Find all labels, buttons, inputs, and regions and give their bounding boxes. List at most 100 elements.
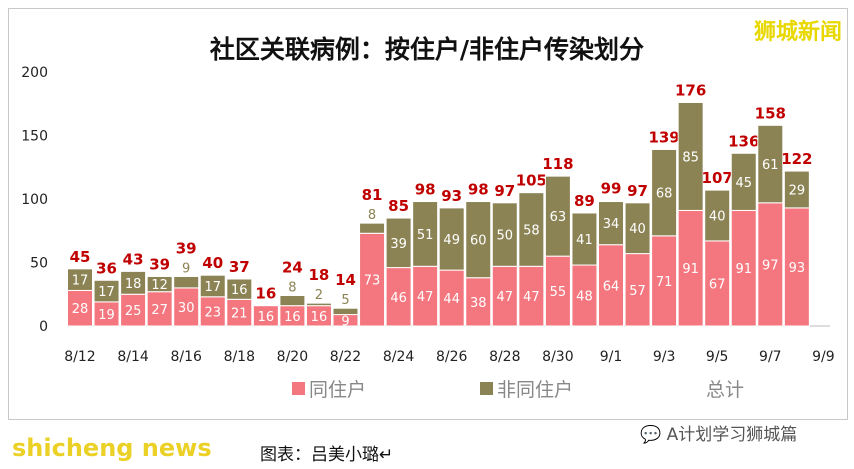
segment-label: 73 [364, 274, 381, 289]
x-tick-label: 9/9 [812, 349, 835, 365]
x-tick-label: 8/22 [330, 349, 361, 365]
total-label: 40 [202, 254, 223, 272]
segment-label: 48 [576, 290, 593, 305]
segment-label: 18 [125, 277, 142, 292]
segment-label: 16 [258, 310, 275, 325]
bar-segment-nonhousehold [624, 202, 651, 255]
segment-label: 47 [417, 290, 434, 305]
x-tick-label: 9/3 [653, 349, 676, 365]
x-tick-label: 8/24 [383, 349, 415, 365]
segment-label: 61 [762, 158, 779, 173]
total-label: 122 [781, 150, 812, 168]
chart-frame [8, 8, 848, 420]
segment-label: 9 [182, 261, 190, 276]
bar-segment-household [252, 305, 279, 327]
total-label: 37 [229, 258, 250, 276]
total-label: 97 [627, 182, 648, 200]
segment-label: 58 [523, 223, 540, 238]
bar-segment-nonhousehold [279, 295, 306, 307]
bar-segment-household [199, 296, 226, 327]
bar-segment-nonhousehold [385, 217, 412, 269]
segment-label: 27 [151, 303, 168, 318]
x-tick-label: 8/30 [542, 349, 573, 365]
y-tick-label: 50 [30, 256, 48, 272]
total-label: 45 [70, 248, 91, 266]
x-tick-label: 8/16 [170, 349, 202, 365]
x-tick-label: 8/20 [277, 349, 308, 365]
total-label: 81 [362, 186, 383, 204]
bar-segment-household [624, 253, 651, 327]
total-label: 16 [255, 285, 276, 303]
segment-label: 91 [682, 262, 699, 277]
segment-label: 45 [735, 176, 752, 191]
legend-label: 非同住户 [497, 379, 574, 401]
total-label: 89 [574, 192, 595, 210]
bar-segment-nonhousehold [173, 275, 200, 289]
segment-label: 57 [629, 284, 646, 299]
total-label: 136 [728, 132, 759, 150]
bar-segment-household [518, 265, 545, 327]
segment-label: 49 [443, 233, 460, 248]
bar-segment-nonhousehold [359, 222, 386, 234]
segment-label: 67 [709, 277, 726, 292]
total-label: 98 [468, 181, 489, 199]
bar-segment-nonhousehold [783, 170, 810, 209]
segment-label: 50 [497, 229, 514, 244]
segment-label: 60 [470, 234, 487, 249]
segment-label: 16 [231, 283, 248, 298]
segment-label: 40 [709, 210, 726, 225]
x-tick-label: 8/18 [224, 349, 255, 365]
bar-segment-nonhousehold [757, 124, 784, 204]
bar-segment-nonhousehold [93, 279, 120, 303]
bar-segment-nonhousehold [146, 275, 173, 293]
y-tick-label: 0 [39, 319, 48, 335]
segment-label: 34 [603, 217, 620, 232]
legend-swatch [292, 382, 305, 395]
segment-label: 91 [735, 262, 752, 277]
segment-label: 2 [315, 288, 323, 303]
bar-segment-household [677, 209, 704, 327]
segment-label: 23 [204, 305, 221, 320]
y-tick-label: 150 [21, 129, 48, 145]
watermark-bottom: shicheng news [12, 434, 212, 462]
total-label: 14 [335, 271, 356, 289]
legend-item-household: 同住户 [292, 375, 366, 402]
segment-label: 8 [288, 281, 296, 296]
bar-segment-nonhousehold [305, 302, 332, 307]
bar-segment-nonhousehold [438, 207, 465, 271]
segment-label: 29 [789, 183, 806, 198]
wechat-name: A计划学习狮城篇 [666, 425, 798, 445]
segment-label: 40 [629, 222, 646, 237]
bar-segment-household [651, 235, 678, 327]
y-tick-label: 200 [21, 65, 48, 81]
segment-label: 39 [390, 237, 407, 252]
bar-segment-nonhousehold [598, 201, 624, 246]
segment-label: 47 [523, 290, 540, 305]
bar-segment-household [544, 255, 571, 327]
bar-segment-household [120, 293, 147, 327]
segment-label: 16 [284, 310, 301, 325]
x-tick-label: 9/1 [600, 349, 623, 365]
x-tick-label: 9/7 [759, 349, 782, 365]
total-label: 43 [123, 250, 144, 268]
segment-label: 85 [682, 150, 699, 165]
segment-label: 64 [603, 279, 620, 294]
bar-segment-household [67, 289, 93, 327]
segment-label: 97 [762, 258, 779, 273]
x-tick-label: 8/28 [489, 349, 520, 365]
segment-label: 38 [470, 296, 487, 311]
chart-title: 社区关联病例：按住户/非住户传染划分 [209, 35, 645, 64]
total-label: 98 [415, 181, 436, 199]
segment-label: 30 [178, 301, 195, 316]
bar-segment-nonhousehold [332, 307, 359, 316]
segment-label: 44 [443, 292, 460, 307]
segment-label: 17 [72, 274, 89, 289]
total-label: 39 [149, 255, 170, 273]
legend-item-total: 总计 [706, 375, 744, 402]
total-label: 36 [96, 259, 117, 277]
segment-label: 17 [204, 280, 221, 295]
segment-label: 55 [550, 285, 567, 300]
total-label: 107 [702, 169, 733, 187]
bar-segment-nonhousehold [412, 201, 439, 267]
segment-label: 17 [98, 285, 115, 300]
